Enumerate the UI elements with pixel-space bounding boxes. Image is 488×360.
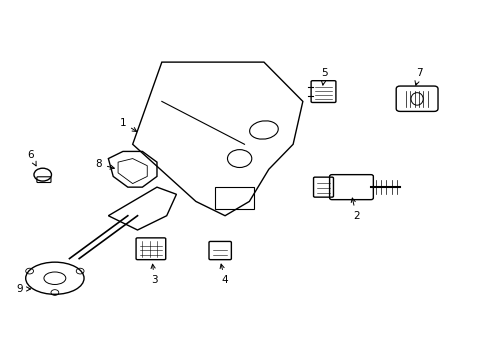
Text: 1: 1	[120, 118, 137, 131]
Text: 5: 5	[321, 68, 327, 85]
Text: 4: 4	[220, 264, 228, 285]
Text: 2: 2	[350, 198, 359, 221]
Text: 7: 7	[414, 68, 422, 85]
Text: 8: 8	[95, 159, 114, 169]
Text: 3: 3	[151, 264, 158, 285]
Text: 9: 9	[17, 284, 31, 294]
Text: 6: 6	[27, 150, 36, 166]
